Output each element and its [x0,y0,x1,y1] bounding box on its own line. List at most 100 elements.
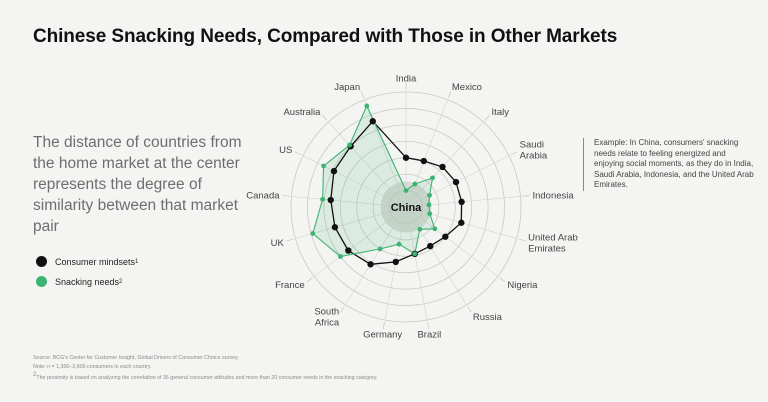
consumer-mindsets-point [458,198,465,206]
snacking-needs-point [403,188,409,193]
chart-title: Chinese Snacking Needs, Compared with Th… [33,26,618,47]
leader-line [484,115,490,121]
consumer-mindsets-point [367,261,374,268]
snacking-needs-point [432,226,438,232]
spoke [405,121,484,208]
leader-line [360,91,365,99]
leader-line [294,151,302,156]
snacking-needs-point [364,103,370,109]
consumer-mindsets-point [330,167,338,175]
category-label: US [279,145,292,156]
category-label: Indonesia [532,191,574,202]
consumer-mindsets-point [369,118,376,125]
leader-line [340,306,345,313]
category-label: Saudi Arabia [520,139,548,161]
series-points [310,103,465,268]
legend: Consumer mindsets 1 Snacking needs 2 [36,256,138,287]
spoke [405,206,428,321]
snacking-needs-point [347,142,352,148]
footer: Source: BCG's Center for Customer Insigh… [33,354,378,382]
leader-line [282,195,290,197]
category-label: Mexico [452,82,482,93]
category-label: Italy [492,107,510,118]
legend-item-consumer-mindsets: Consumer mindsets 1 [36,256,138,267]
category-label: Nigeria [507,280,538,291]
snacking-needs-point [427,211,433,217]
consumer-mindsets-point [420,157,428,165]
consumer-mindsets-line [330,120,463,265]
spoke [314,206,407,277]
consumer-mindsets-point [442,233,449,240]
leader-line [306,277,313,282]
category-label: Canada [246,191,280,202]
chart-description: The distance of countries from the home … [33,134,242,235]
legend-label: Consumer mindsets [55,256,136,267]
spoke [291,196,407,208]
consumer-mindsets-point [392,258,399,266]
consumer-mindsets-point [402,154,410,161]
center-label: China [391,202,422,214]
category-label: India [396,74,417,85]
snacking-needs-line [312,104,436,258]
snacking-needs-point [396,241,402,247]
source-note: Source: BCG's Center for Customer Insigh… [33,355,239,361]
category-label: Russia [473,312,503,323]
leader-line [510,151,518,156]
legend-dot-black [36,256,47,267]
consumer-mindsets-point [427,242,434,250]
leader-line [499,277,506,282]
snacking-needs-point [338,254,343,259]
spoke [364,99,407,208]
consumer-mindsets-point [439,163,446,171]
category-label: United Arab Emirates [528,232,578,254]
snacking-needs-point [417,226,423,232]
legend-item-snacking-needs: Snacking needs 2 [36,276,138,287]
leader-line [447,91,452,99]
spoke [405,99,448,208]
category-label: Japan [334,82,360,93]
leader-line [382,321,385,329]
spoke [328,121,407,208]
snacking-needs-point [377,246,383,252]
category-label: UK [271,238,285,249]
snacking-needs-point [426,202,432,208]
spoke [405,206,498,277]
consumer-mindsets-point [345,247,352,254]
leader-line [522,195,530,197]
snacking-needs-point [412,251,418,257]
leader-line [322,115,328,121]
spoke [345,206,407,305]
snacking-needs-point [321,163,327,169]
footnote-sup: 2 [33,372,37,378]
legend-dot-green [36,276,47,287]
radar-center: China [391,202,422,214]
radar-spokes [291,92,521,321]
snacking-needs-point [412,181,418,187]
footnote: 2The proximity is based on analyzing the… [33,371,378,382]
leader-line [286,238,294,242]
snacking-needs-point [320,196,325,202]
legend-sup: 2 [119,278,123,285]
consumer-mindsets-point [452,178,460,186]
snacking-needs-point [310,231,316,236]
snacking-needs-point [430,175,435,181]
snacking-needs-point [427,192,432,198]
category-label: Australia [283,107,321,118]
series-lines [312,104,463,265]
sample-note: Note: n = 1,300–2,600 consumers in each … [33,363,152,370]
consumer-mindsets-point [327,196,334,204]
category-label: Germany [363,329,402,340]
spoke [405,206,467,305]
example-callout: Example: In China, consumers' snacking n… [583,138,754,191]
consumer-mindsets-point [331,224,339,231]
footnote-text: The proximity is based on analyzing the … [36,374,378,381]
category-label: Brazil [417,329,441,340]
consumer-mindsets-point [458,219,465,226]
legend-label: Snacking needs [55,276,120,287]
leader-line [427,321,430,329]
leader-line [518,238,526,242]
series-areas [312,105,435,257]
snacking-needs-area [312,105,435,257]
label-leaders [282,83,530,329]
